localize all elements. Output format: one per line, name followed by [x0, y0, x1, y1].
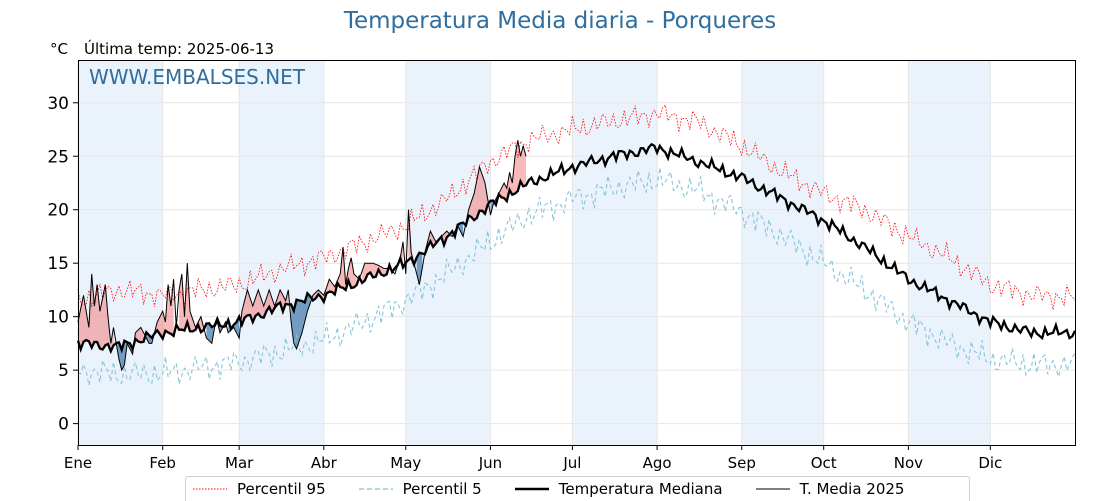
- legend-swatch-thick: [514, 487, 549, 491]
- y-tick-label: 10: [47, 308, 69, 328]
- grid-lines: [77, 60, 1075, 445]
- month-band: [741, 60, 824, 445]
- anomaly-fill-above: [241, 289, 289, 325]
- legend-swatch-thin: [755, 488, 790, 490]
- last-temp-label: Última temp: 2025-06-13: [84, 40, 275, 58]
- anomaly-fill-above: [154, 279, 174, 339]
- anomaly-fill-above: [179, 263, 204, 333]
- anomaly-fill-above: [424, 231, 450, 255]
- month-band: [572, 60, 658, 445]
- y-tick-label: 15: [47, 254, 69, 274]
- x-tick-label: Feb: [149, 454, 176, 472]
- series-line-percentil-5: [77, 167, 1076, 386]
- month-band: [908, 60, 991, 445]
- legend-item-p5: Percentil 5: [358, 480, 482, 498]
- x-tick-label: Ene: [64, 454, 92, 472]
- watermark: WWW.EMBALSES.NET: [89, 65, 306, 89]
- y-tick-label: 5: [58, 361, 69, 381]
- y-unit-label: °C: [50, 40, 68, 58]
- legend-swatch-dashed: [358, 488, 393, 490]
- month-band: [78, 60, 163, 445]
- x-tick-label: Nov: [894, 454, 923, 472]
- legend-label-2025: T. Media 2025: [799, 480, 905, 498]
- y-tick-label: 30: [47, 94, 69, 114]
- legend-item-2025: T. Media 2025: [755, 480, 905, 498]
- legend-swatch-dotted: [193, 488, 227, 490]
- month-band: [239, 60, 324, 445]
- series-line-media-2025: [77, 140, 527, 372]
- x-tick-label: May: [390, 454, 421, 472]
- legend: Percentil 95 Percentil 5 Temperatura Med…: [185, 476, 970, 501]
- x-tick-label: Jun: [478, 454, 502, 472]
- x-tick-label: Jul: [562, 454, 581, 472]
- legend-item-p95: Percentil 95: [193, 480, 326, 498]
- x-tick-label: Dic: [978, 454, 1002, 472]
- series-line-mediana: [76, 142, 1077, 355]
- x-tick-label: Sep: [728, 454, 756, 472]
- legend-label-median: Temperatura Mediana: [558, 480, 723, 498]
- plot-frame: [78, 60, 1076, 446]
- legend-item-median: Temperatura Mediana: [514, 480, 723, 498]
- month-bands: [78, 60, 991, 445]
- series-lines: [76, 104, 1077, 386]
- legend-label-p95: Percentil 95: [237, 480, 326, 498]
- x-tick-label: Oct: [811, 454, 837, 472]
- x-tick-label: Abr: [311, 454, 338, 472]
- anomaly-fill-above: [362, 263, 387, 283]
- x-tick-label: Mar: [225, 454, 254, 472]
- y-tick-label: 25: [47, 147, 69, 167]
- y-tick-label: 0: [58, 415, 69, 435]
- legend-label-p5: Percentil 5: [402, 480, 482, 498]
- y-tick-label: 20: [47, 201, 69, 221]
- axis-ticks: 0 5 10 15 20 25 30 Ene Feb Mar Abr May Jun Jul Ago Sep O…: [47, 94, 1002, 472]
- anomaly-fill-below: [416, 252, 423, 285]
- x-tick-label: Ago: [643, 454, 672, 472]
- anomaly-fill-above: [408, 209, 414, 265]
- anomaly-fill-below: [291, 293, 311, 349]
- chart-title: Temperatura Media diaria - Porqueres: [343, 8, 777, 34]
